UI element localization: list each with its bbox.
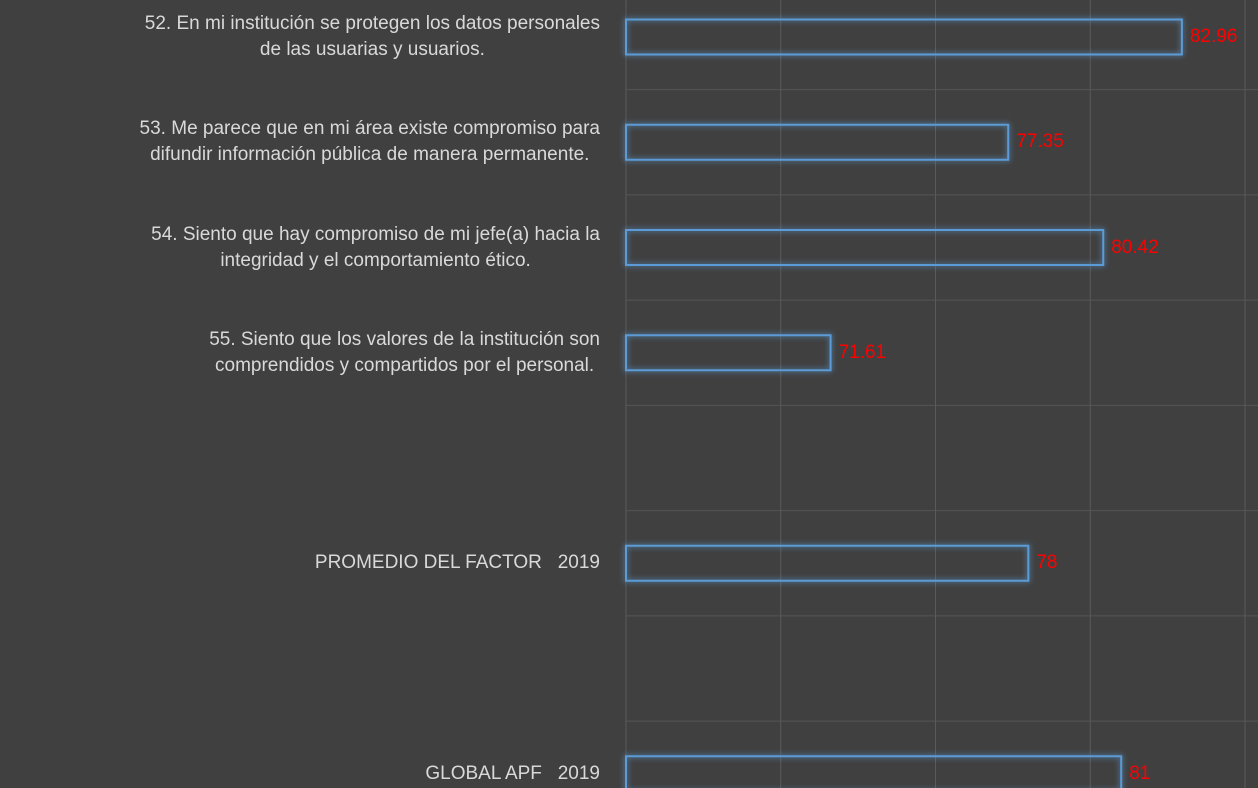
bar	[625, 334, 832, 372]
category-label: GLOBAL APF 2019	[425, 762, 600, 784]
bar	[625, 544, 1030, 582]
value-label: 81	[1129, 762, 1151, 784]
value-label: 78	[1036, 552, 1058, 574]
value-label: 80.42	[1111, 236, 1159, 258]
value-label: 77.35	[1016, 131, 1064, 153]
category-label: 54. Siento que hay compromiso de mi jefe…	[151, 223, 600, 271]
category-label: 53. Me parece que en mi área existe comp…	[139, 118, 600, 166]
value-label: 71.61	[838, 341, 887, 363]
bar	[625, 229, 1105, 266]
bar	[625, 123, 1010, 161]
bar	[625, 18, 1183, 56]
value-label: 82.96	[1189, 26, 1238, 47]
category-label: 55. Siento que los valores de la institu…	[209, 328, 600, 376]
category-label: PROMEDIO DEL FACTOR 2019	[314, 552, 600, 574]
bar	[625, 755, 1123, 788]
category-label: 52. En mi institución se protegen los da…	[144, 13, 600, 60]
